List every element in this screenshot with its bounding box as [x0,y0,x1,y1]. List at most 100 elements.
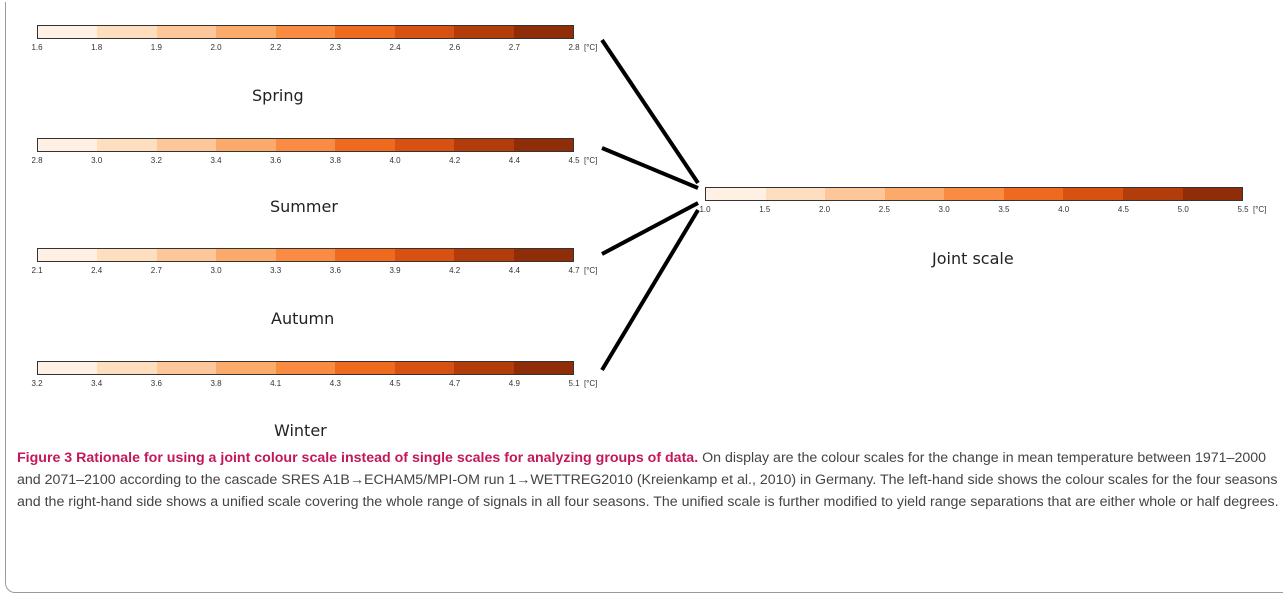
autumn-tick-label: 3.0 [210,266,222,275]
summer-colour-bin [156,139,217,151]
spring-tick-label: 2.0 [210,43,222,52]
joint-tick-label: 4.0 [1058,205,1070,214]
autumn-tick-label: 3.6 [329,266,341,275]
autumn-colour-bin [335,249,395,261]
autumn-colour-bin [275,249,336,261]
spring-tick-label: 1.6 [31,43,43,52]
joint-colour-bin [1122,188,1183,200]
winter-colour-bin [156,362,217,374]
joint-colour-bar [705,187,1243,201]
summer-colour-bar [37,138,574,152]
autumn-tick-label: 2.1 [31,266,43,275]
joint-tick-label: 2.0 [818,205,831,214]
winter-tick-label: 4.5 [389,379,401,388]
winter-colour-bin [513,362,573,374]
joint-colour-scale: 1.0 1.5 2.0 2.5 3.0 3.5 4.0 4.5 5.0 5.5 [°C] [699,187,1266,221]
figure-caption: Figure 3 Rationale for using a joint col… [17,447,1281,513]
summer-tick-label: 3.6 [270,156,282,165]
autumn-tick-label: 4.7 [568,266,580,275]
autumn-colour-bar [37,248,574,262]
winter-colour-bin [38,362,98,374]
autumn-tick-label: 4.4 [508,266,520,275]
connector-summer [601,146,699,190]
joint-colour-bin [884,188,945,200]
spring-colour-bin [454,26,514,38]
autumn-tick-label: 4.2 [449,266,461,275]
joint-tick-label: 5.0 [1177,205,1189,214]
summer-colour-bin [513,139,573,151]
joint-tick-label: 1.0 [699,205,711,214]
summer-colour-bin [394,139,455,151]
winter-colour-bin [335,362,395,374]
winter-colour-scale: 3.2 3.4 3.6 3.8 4.1 4.3 4.5 4.7 4.9 5.1 [°C] [31,361,597,395]
joint-tick-label: 1.5 [759,205,771,214]
connector-lines [600,38,700,372]
summer-tick-label: 4.5 [568,156,580,165]
summer-colour-bin [454,139,514,151]
winter-tick-label: 3.2 [31,379,43,388]
caption-title: Figure 3 Rationale for using a joint col… [17,450,699,466]
autumn-colour-bin [156,249,217,261]
joint-unit-label: [°C] [1253,205,1267,214]
spring-colour-bin [97,26,157,38]
joint-colour-bin [1003,188,1064,200]
winter-tick-label: 4.3 [329,379,341,388]
summer-unit-label: [°C] [584,156,598,165]
autumn-colour-bin [38,249,98,261]
winter-colour-bin [275,362,336,374]
autumn-colour-bin [97,249,157,261]
joint-tick-label: 4.5 [1117,205,1129,214]
connector-spring [600,38,700,185]
autumn-tick-label: 2.7 [150,266,162,275]
spring-tick-label: 2.3 [329,43,341,52]
joint-colour-bin [765,188,826,200]
winter-tick-label: 3.6 [150,379,162,388]
joint-tick-label: 5.5 [1237,205,1249,214]
winter-unit-label: [°C] [584,379,598,388]
spring-colour-bin [335,26,395,38]
spring-colour-bin [38,26,98,38]
autumn-scale-label: Autumn [271,309,335,328]
winter-tick-label: 4.1 [270,379,282,388]
spring-tick-label: 2.2 [270,43,282,52]
joint-colour-bin [1182,188,1243,200]
summer-tick-label: 4.4 [508,156,520,165]
joint-tick-label: 3.0 [938,205,950,214]
spring-colour-bar [37,25,574,39]
joint-colour-bin [1063,188,1123,200]
spring-tick-label: 1.9 [150,43,162,52]
spring-colour-bin [156,26,217,38]
autumn-colour-bin [454,249,514,261]
spring-tick-label: 2.4 [389,43,401,52]
winter-tick-label: 3.8 [210,379,222,388]
spring-unit-label: [°C] [584,43,598,52]
summer-tick-label: 2.8 [31,156,43,165]
spring-colour-bin [275,26,336,38]
winter-tick-label: 3.4 [91,379,103,388]
connector-autumn [601,201,699,256]
summer-tick-label: 3.2 [150,156,162,165]
winter-tick-label: 4.7 [449,379,461,388]
winter-colour-bin [97,362,157,374]
winter-tick-label: 4.9 [508,379,520,388]
spring-tick-label: 1.8 [91,43,103,52]
autumn-colour-bin [216,249,276,261]
winter-colour-bar [37,361,574,375]
spring-colour-bin [394,26,455,38]
connector-winter [600,208,700,372]
winter-colour-bin [454,362,514,374]
summer-colour-bin [38,139,98,151]
spring-colour-bin [513,26,573,38]
summer-colour-bin [335,139,395,151]
winter-colour-bin [216,362,276,374]
autumn-colour-bin [394,249,455,261]
winter-tick-label: 5.1 [568,379,580,388]
autumn-unit-label: [°C] [584,266,598,275]
spring-tick-label: 2.6 [449,43,461,52]
summer-scale-label: Summer [270,197,338,216]
joint-tick-label: 2.5 [878,205,890,214]
joint-colour-bin [944,188,1004,200]
joint-tick-label: 3.5 [998,205,1010,214]
joint-colour-bin [706,188,766,200]
winter-scale-label: Winter [274,421,327,440]
